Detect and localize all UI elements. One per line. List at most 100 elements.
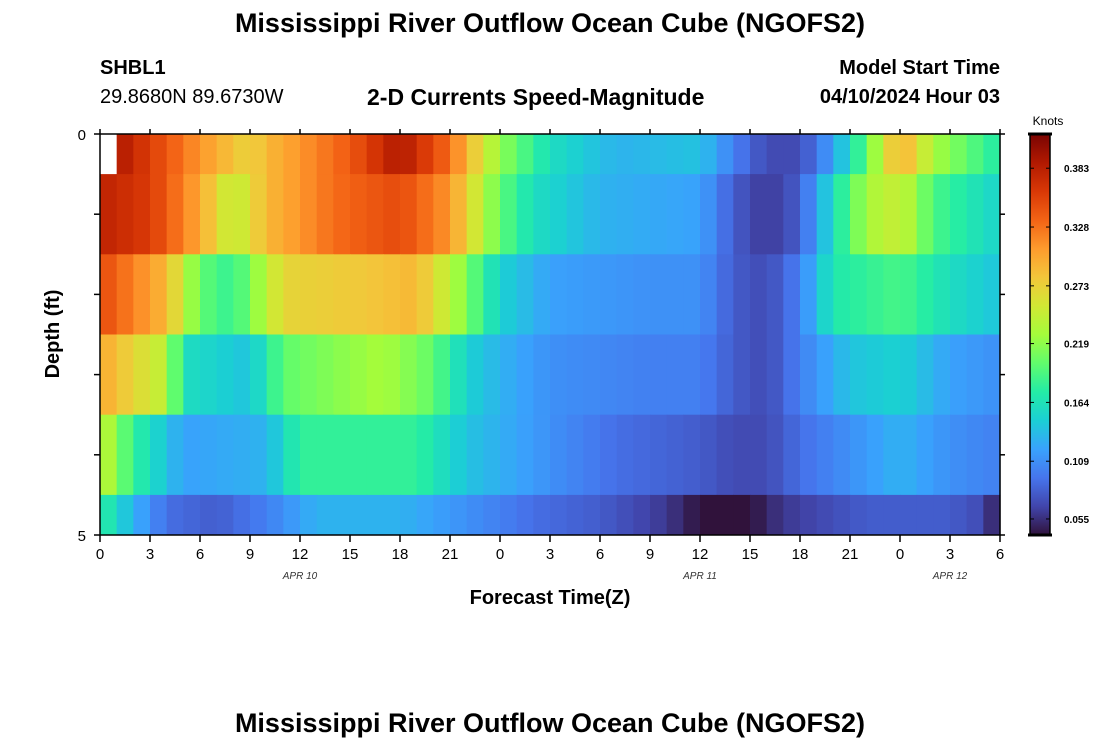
heatmap-cell <box>383 414 401 496</box>
heatmap-cell <box>283 494 301 536</box>
heatmap-cell <box>250 494 268 536</box>
heatmap-cell <box>633 254 651 335</box>
heatmap-cell <box>583 254 601 335</box>
heatmap-cell <box>416 134 434 175</box>
heatmap-cell <box>783 334 801 416</box>
heatmap-cell <box>733 494 751 536</box>
heatmap-cell <box>700 414 718 496</box>
heatmap-cell <box>200 134 218 175</box>
x-tick-label: 12 <box>292 546 309 563</box>
heatmap-cell <box>700 254 718 335</box>
heatmap-cell <box>966 134 984 175</box>
heatmap-cell <box>550 414 568 496</box>
y-tick-label: 5 <box>78 528 86 545</box>
heatmap-cell <box>116 174 134 255</box>
heatmap-cell <box>866 334 884 416</box>
heatmap-cell <box>216 494 234 536</box>
heatmap-cell <box>633 494 651 536</box>
heatmap-cell <box>783 494 801 536</box>
heatmap-cell <box>183 174 201 255</box>
heatmap-cell <box>900 414 918 496</box>
heatmap-cell <box>333 134 351 175</box>
heatmap-cell <box>900 494 918 536</box>
heatmap-cell <box>266 494 284 536</box>
heatmap-cell <box>950 334 968 416</box>
y-tick-label: 0 <box>78 127 86 144</box>
heatmap-cell <box>816 494 834 536</box>
heatmap-cell <box>433 174 451 255</box>
heatmap-cell <box>250 134 268 175</box>
heatmap-cell <box>150 254 168 335</box>
heatmap-cell <box>366 494 384 536</box>
heatmap-cell <box>833 334 851 416</box>
heatmap-cell <box>833 254 851 335</box>
heatmap-cell <box>416 254 434 335</box>
heatmap-cell <box>850 174 868 255</box>
heatmap-cell <box>700 174 718 255</box>
heatmap-cell <box>583 174 601 255</box>
heatmap-cell <box>150 494 168 536</box>
heatmap-cell <box>666 174 684 255</box>
heatmap-cell <box>683 494 701 536</box>
heatmap-cell <box>166 134 184 175</box>
heatmap-cell <box>100 334 118 416</box>
colorbar-tick-label: 0.328 <box>1064 223 1089 234</box>
heatmap-cell <box>550 254 568 335</box>
heatmap-cell <box>883 174 901 255</box>
x-tick-label: 3 <box>946 546 954 563</box>
heatmap-cell <box>450 174 468 255</box>
heatmap-cell <box>616 134 634 175</box>
heatmap-cell <box>283 414 301 496</box>
heatmap-cell <box>300 254 318 335</box>
heatmap-cell <box>166 414 184 496</box>
heatmap-cell <box>800 254 818 335</box>
x-tick-label: 0 <box>896 546 904 563</box>
colorbar-tick-label: 0.164 <box>1064 398 1089 409</box>
x-tick-label: 0 <box>96 546 104 563</box>
heatmap-cell <box>466 254 484 335</box>
date-label: APR 10 <box>282 571 318 582</box>
heatmap-cell <box>783 414 801 496</box>
heatmap-cell <box>950 414 968 496</box>
depth-row-3 <box>100 334 1001 416</box>
heatmap-cell <box>433 254 451 335</box>
heatmap-cell <box>483 414 501 496</box>
heatmap-cell <box>766 334 784 416</box>
heatmap-cell <box>366 254 384 335</box>
heatmap-cell <box>933 494 951 536</box>
heatmap-cell <box>866 174 884 255</box>
heatmap-cell <box>433 494 451 536</box>
heatmap-cell <box>466 494 484 536</box>
heatmap-cell <box>166 494 184 536</box>
heatmap-cell <box>633 134 651 175</box>
heatmap-cell <box>216 334 234 416</box>
heatmap-cell <box>683 334 701 416</box>
heatmap-cell <box>600 134 618 175</box>
heatmap-cell <box>583 414 601 496</box>
heatmap-cell <box>916 334 934 416</box>
heatmap-cell <box>333 174 351 255</box>
heatmap-cell <box>950 494 968 536</box>
heatmap-cell <box>233 134 251 175</box>
heatmap-cell <box>366 174 384 255</box>
heatmap-cell <box>483 134 501 175</box>
depth-row-4 <box>100 414 1001 496</box>
heatmap-cell <box>216 174 234 255</box>
heatmap-cell <box>316 174 334 255</box>
heatmap-cell <box>716 494 734 536</box>
heatmap-cell <box>483 254 501 335</box>
heatmap-cell <box>616 334 634 416</box>
heatmap-cell <box>250 414 268 496</box>
depth-row-1 <box>100 174 1001 255</box>
heatmap-cell <box>666 254 684 335</box>
heatmap-cell <box>166 254 184 335</box>
heatmap-cell <box>716 174 734 255</box>
heatmap-cell <box>233 254 251 335</box>
heatmap-cell <box>416 414 434 496</box>
heatmap-cell <box>550 334 568 416</box>
heatmap-cell <box>633 334 651 416</box>
heatmap-cell <box>683 254 701 335</box>
heatmap-cell <box>750 334 768 416</box>
heatmap-cell <box>750 414 768 496</box>
heatmap-cell <box>666 334 684 416</box>
